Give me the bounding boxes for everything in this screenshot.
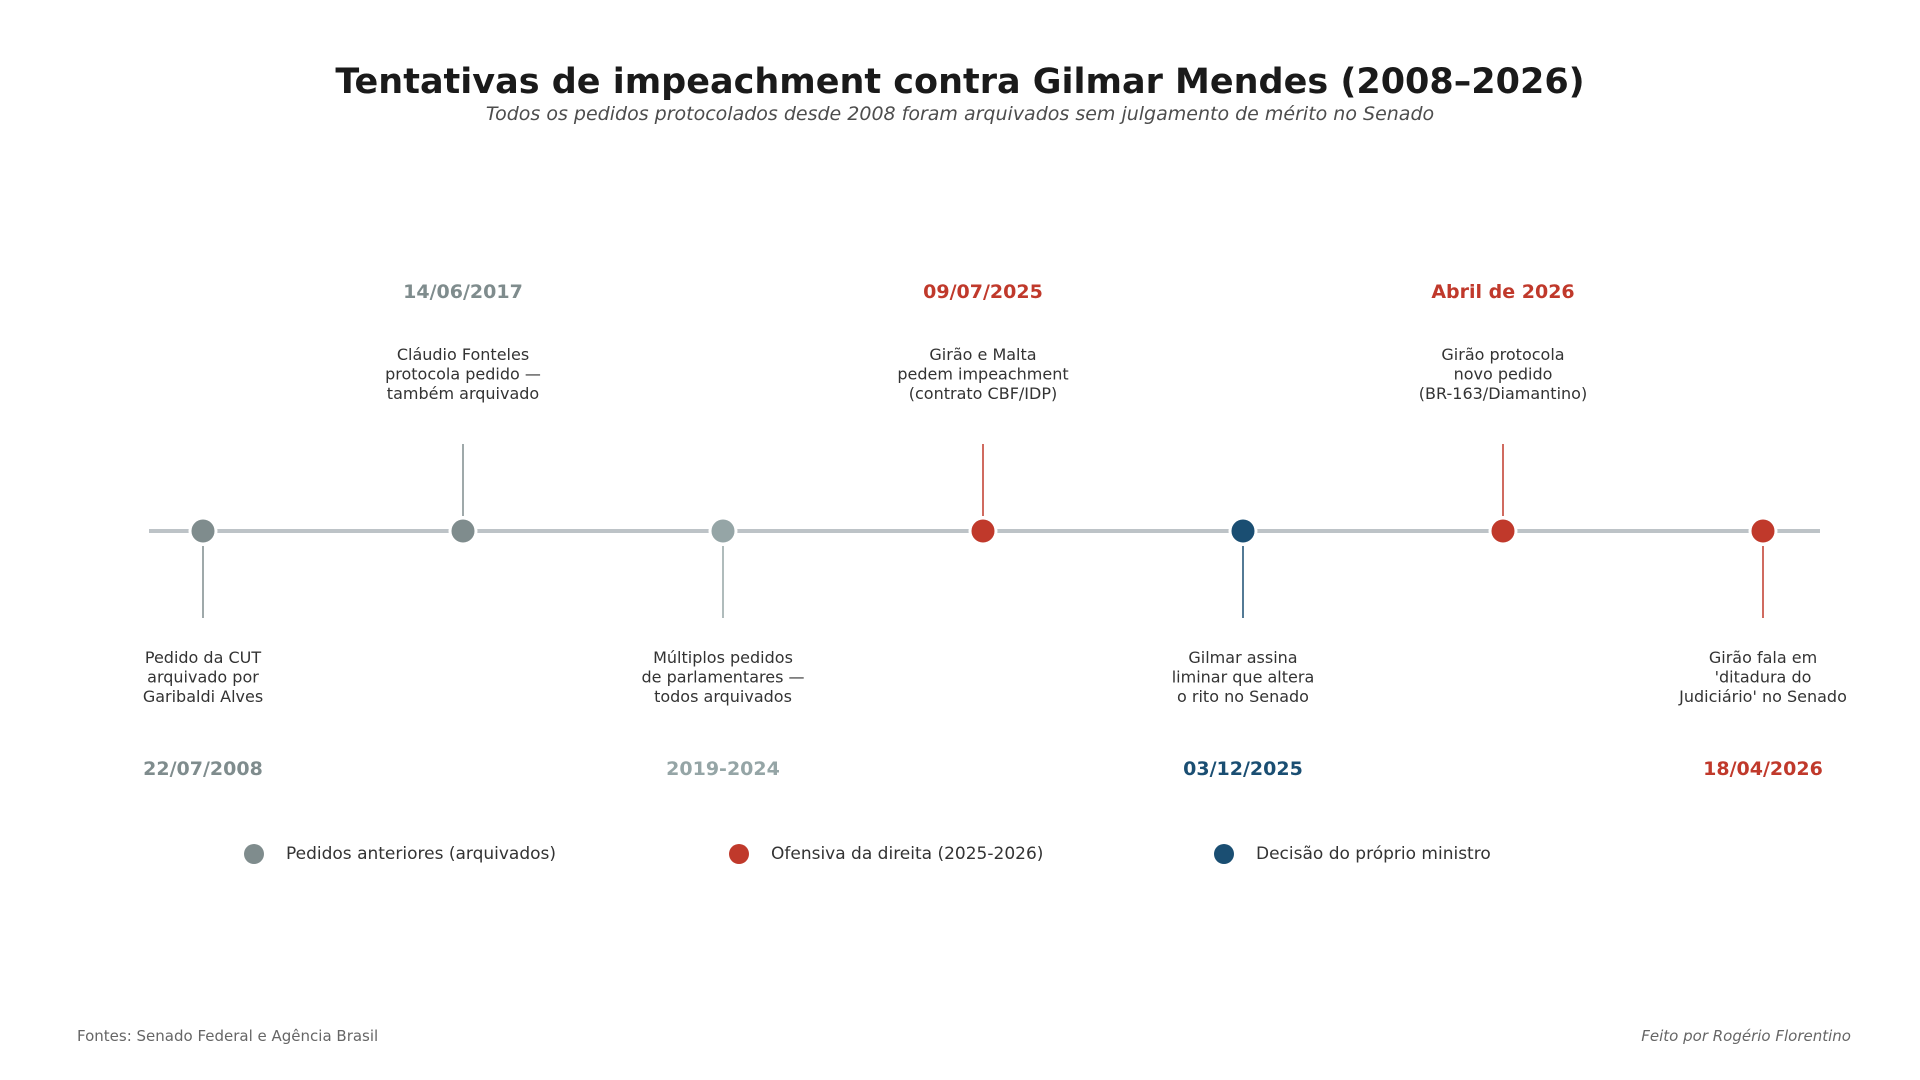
event-description-line: Garibaldi Alves [143,687,263,706]
event-description-line: de parlamentares — [641,668,804,687]
event-description-line: liminar que altera [1172,668,1315,687]
legend-item-minister-decision: Decisão do próprio ministro [1214,840,1491,868]
event-date: 03/12/2025 [1183,758,1303,780]
legend-marker-minister-decision [1214,844,1234,864]
event-description-line: Múltiplos pedidos [653,648,793,667]
event-description-line: (BR-163/Diamantino) [1419,384,1587,403]
event-description-line: arquivado por [147,668,259,687]
event-marker [968,516,998,546]
event-description-line: também arquivado [387,384,539,403]
event-marker [708,516,738,546]
event-date: 18/04/2026 [1703,758,1823,780]
event-description-line: protocola pedido — [385,365,541,384]
event-date: Abril de 2026 [1431,281,1574,303]
event-description-line: pedem impeachment [897,365,1068,384]
legend-label-minister-decision: Decisão do próprio ministro [1256,844,1491,864]
legend-item-previous: Pedidos anteriores (arquivados) [244,840,556,868]
event-marker [1488,516,1518,546]
event-description-line: Cláudio Fonteles [397,345,529,364]
event-description-line: o rito no Senado [1177,687,1309,706]
event-description-line: Pedido da CUT [145,648,261,667]
event-marker [1228,516,1258,546]
event-description-line: todos arquivados [654,687,792,706]
sources-note: Fontes: Senado Federal e Agência Brasil [77,1027,379,1045]
event-description-line: Gilmar assina [1188,648,1297,667]
event-date: 2019-2024 [666,758,780,780]
event-date: 09/07/2025 [923,281,1043,303]
event-date: 22/07/2008 [143,758,263,780]
legend-marker-previous [244,844,264,864]
event-description-line: Girão protocola [1441,345,1564,364]
event-description-line: (contrato CBF/IDP) [909,384,1057,403]
legend-label-previous: Pedidos anteriores (arquivados) [286,844,557,864]
event-marker [188,516,218,546]
legend-item-right-offensive: Ofensiva da direita (2025-2026) [729,840,1043,868]
event-marker [448,516,478,546]
author-credit: Feito por Rogério Florentino [1641,1027,1851,1045]
event-description-line: Girão e Malta [929,345,1036,364]
legend-label-right-offensive: Ofensiva da direita (2025-2026) [771,844,1044,864]
event-description-line: Girão fala em [1709,648,1817,667]
event-marker [1748,516,1778,546]
page-subtitle: Todos os pedidos protocolados desde 2008… [485,103,1435,125]
legend-marker-right-offensive [729,844,749,864]
event-description-line: novo pedido [1454,365,1553,384]
page-title: Tentativas de impeachment contra Gilmar … [335,62,1585,102]
event-description-line: Judiciário' no Senado [1678,687,1847,706]
event-date: 14/06/2017 [403,281,523,303]
event-description-line: 'ditadura do [1715,668,1812,687]
